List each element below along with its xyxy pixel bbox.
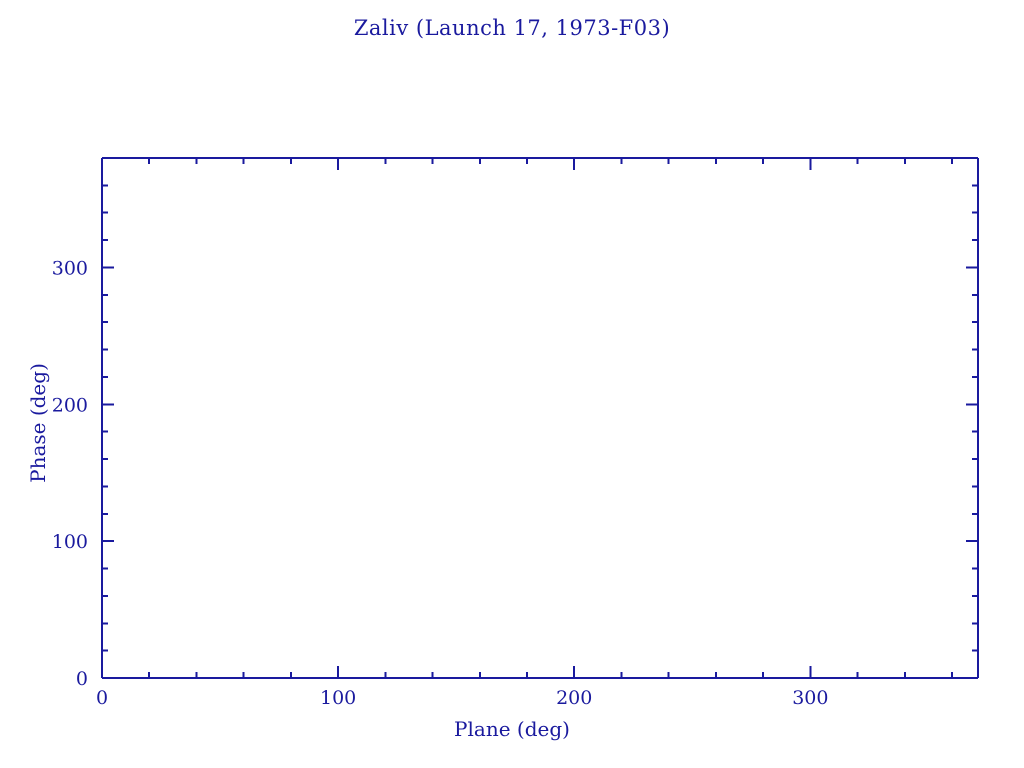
plot-title: Zaliv (Launch 17, 1973-F03): [353, 16, 671, 40]
x-tick-label: 100: [320, 687, 356, 709]
x-tick-label: 200: [556, 687, 592, 709]
y-tick-label: 0: [76, 668, 88, 690]
tick-marks: [101, 157, 978, 679]
tick-labels: 0 100 200 300 0 100 200 300: [52, 257, 829, 709]
y-tick-label: 300: [52, 257, 88, 279]
y-tick-label: 100: [52, 531, 88, 553]
x-tick-label: 300: [792, 687, 828, 709]
x-tick-label: 0: [96, 687, 108, 709]
axes-frame: [101, 157, 979, 679]
y-tick-label: 200: [52, 394, 88, 416]
x-axis-label: Plane (deg): [454, 717, 570, 741]
y-axis-label: Phase (deg): [26, 363, 50, 483]
